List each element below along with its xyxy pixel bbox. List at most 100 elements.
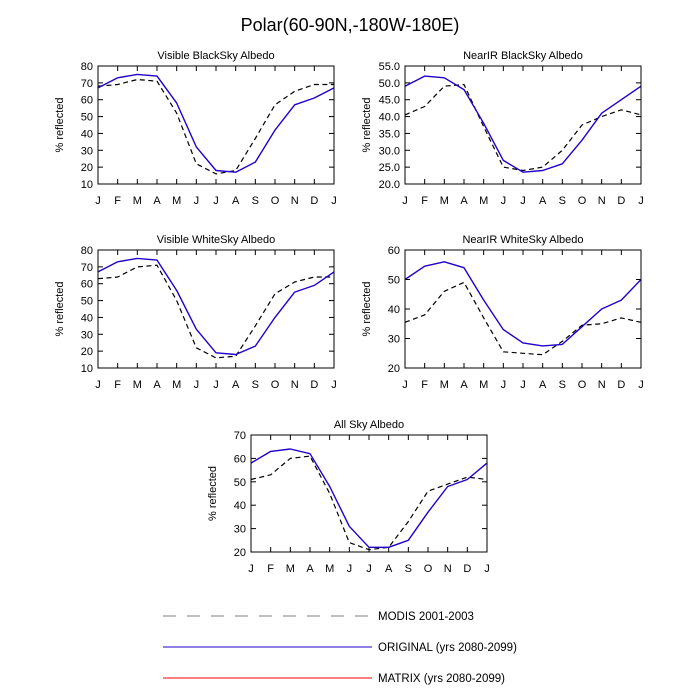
- y-tick-label: 25.0: [379, 162, 400, 174]
- series-line-modis: [97, 78, 334, 175]
- x-tick-label: N: [444, 563, 452, 575]
- panel-title: All Sky Albedo: [334, 419, 404, 431]
- x-tick-label: S: [559, 379, 566, 391]
- x-tick-label: D: [310, 195, 318, 207]
- y-axis-label: % reflected: [361, 97, 373, 152]
- y-tick-label: 60: [388, 245, 400, 257]
- y-tick-label: 60: [81, 279, 93, 291]
- legend: MODIS 2001-2003 ORIGINAL (yrs 2080-2099) M…: [163, 611, 517, 685]
- y-tick-label: 50: [81, 112, 93, 124]
- y-axis-label: % reflected: [54, 97, 66, 152]
- y-tick-label: 50.0: [379, 78, 400, 90]
- x-tick-label: J: [331, 195, 337, 207]
- legend-entry-3: MATRIX (yrs 2080-2099): [163, 673, 505, 685]
- series-line-modis: [97, 264, 334, 359]
- legend-label: MODIS 2001-2003: [378, 611, 474, 623]
- y-tick-label: 30: [388, 334, 400, 346]
- y-tick-label: 30: [81, 329, 93, 341]
- x-tick-label: F: [114, 195, 121, 207]
- x-tick-label: J: [213, 379, 219, 391]
- x-tick-label: J: [194, 379, 200, 391]
- x-tick-label: O: [271, 379, 280, 391]
- x-tick-label: M: [440, 379, 449, 391]
- y-tick-label: 40.0: [379, 112, 400, 124]
- y-tick-label: 70: [81, 262, 93, 274]
- panel-title: Visible WhiteSky Albedo: [157, 234, 275, 246]
- plot-frame: [404, 249, 642, 369]
- x-tick-label: J: [248, 563, 254, 575]
- chart-panel-3: Visible WhiteSky Albedo % reflected 10 20 30…: [54, 234, 337, 391]
- series-line-original: [404, 75, 642, 173]
- x-tick-label: J: [331, 379, 337, 391]
- chart-panels: Visible BlackSky Albedo % reflected 10 20 30…: [54, 50, 644, 575]
- x-tick-label: M: [172, 195, 181, 207]
- x-tick-label: N: [291, 195, 299, 207]
- y-tick-label: 30.0: [379, 145, 400, 157]
- figure-title: Polar(60-90N,-180W-180E): [241, 15, 460, 35]
- x-tick-label: N: [291, 379, 299, 391]
- x-tick-label: M: [325, 563, 334, 575]
- x-tick-label: J: [501, 379, 507, 391]
- legend-label: MATRIX (yrs 2080-2099): [378, 673, 505, 685]
- x-tick-label: A: [232, 379, 240, 391]
- legend-label: ORIGINAL (yrs 2080-2099): [378, 642, 517, 654]
- plot-frame: [404, 65, 642, 185]
- x-tick-label: D: [463, 563, 471, 575]
- y-tick-label: 30: [234, 524, 246, 536]
- series-line-modis: [250, 455, 488, 551]
- x-tick-label: J: [194, 195, 200, 207]
- x-tick-label: O: [578, 379, 587, 391]
- chart-panel-1: Visible BlackSky Albedo % reflected 10 20 30…: [54, 50, 337, 207]
- y-axis-label: % reflected: [361, 281, 373, 336]
- y-tick-label: 40: [81, 312, 93, 324]
- chart-panel-4: NearIR WhiteSky Albedo % reflected 20 30 40 5…: [361, 234, 644, 391]
- panel-title: Visible BlackSky Albedo: [157, 50, 274, 62]
- y-tick-label: 20: [388, 363, 400, 375]
- x-tick-label: J: [95, 195, 101, 207]
- x-tick-label: J: [520, 379, 526, 391]
- x-tick-label: S: [405, 563, 412, 575]
- y-axis-label: % reflected: [54, 281, 66, 336]
- x-tick-label: J: [520, 195, 526, 207]
- plot-frame: [250, 434, 488, 553]
- y-tick-label: 40: [81, 128, 93, 140]
- x-tick-label: J: [213, 195, 219, 207]
- y-tick-label: 35.0: [379, 128, 400, 140]
- x-tick-label: F: [421, 379, 428, 391]
- y-tick-label: 60: [81, 95, 93, 107]
- x-tick-label: F: [421, 195, 428, 207]
- x-tick-label: J: [402, 379, 408, 391]
- y-tick-label: 40: [388, 304, 400, 316]
- y-tick-label: 20: [81, 162, 93, 174]
- x-tick-label: J: [638, 379, 644, 391]
- chart-panel-2: NearIR BlackSky Albedo % reflected 20.0 25.…: [361, 50, 644, 207]
- x-tick-label: M: [286, 563, 295, 575]
- series-line-original: [97, 257, 335, 356]
- x-tick-label: M: [133, 195, 142, 207]
- x-tick-label: F: [267, 563, 274, 575]
- series-line-original: [97, 73, 335, 173]
- x-tick-label: O: [271, 195, 280, 207]
- y-tick-label: 45.0: [379, 95, 400, 107]
- x-tick-label: J: [484, 563, 490, 575]
- x-tick-label: O: [424, 563, 433, 575]
- y-tick-label: 20.0: [379, 179, 400, 191]
- y-tick-label: 10: [81, 179, 93, 191]
- legend-entry-2: ORIGINAL (yrs 2080-2099): [163, 642, 517, 654]
- y-tick-label: 40: [234, 500, 246, 512]
- x-tick-label: A: [306, 563, 314, 575]
- x-tick-label: F: [114, 379, 121, 391]
- x-tick-label: J: [638, 195, 644, 207]
- x-tick-label: J: [366, 563, 372, 575]
- x-tick-label: D: [617, 195, 625, 207]
- x-tick-label: D: [617, 379, 625, 391]
- x-tick-label: A: [153, 195, 161, 207]
- y-tick-label: 10: [81, 363, 93, 375]
- x-tick-label: M: [133, 379, 142, 391]
- x-tick-label: N: [598, 379, 606, 391]
- y-tick-label: 50: [81, 296, 93, 308]
- y-tick-label: 50: [388, 275, 400, 287]
- x-tick-label: J: [95, 379, 101, 391]
- x-tick-label: S: [252, 379, 259, 391]
